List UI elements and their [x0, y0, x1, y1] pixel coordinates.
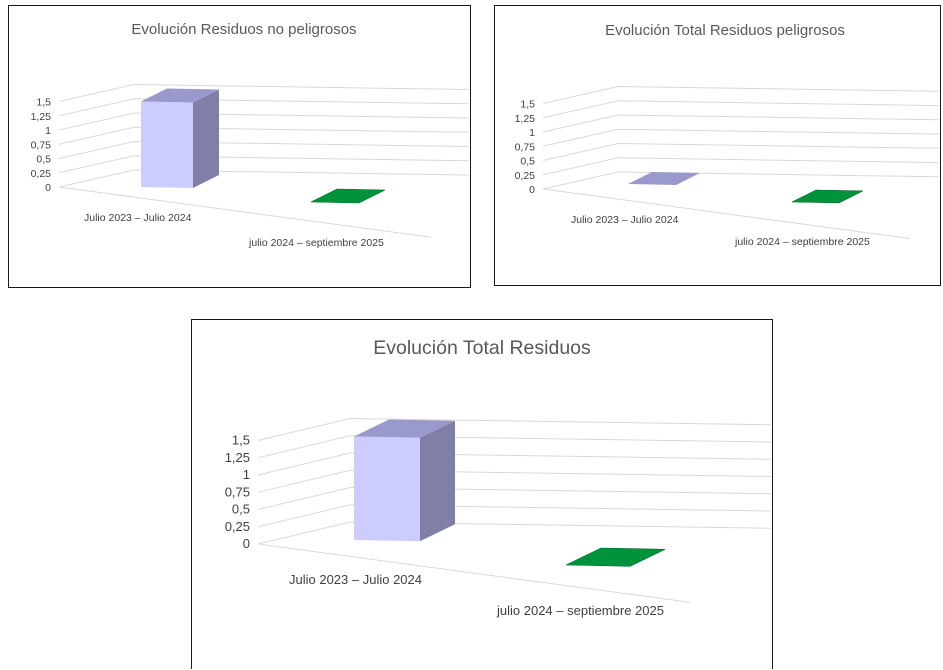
gridline: [542, 85, 939, 104]
chart-panel-peligrosos: Evolución Total Residuos peligrosos 0 0,25…: [494, 5, 941, 286]
x-category-label: Julio 2023 – Julio 2024: [571, 214, 679, 226]
y-tick-label: 0,25: [515, 170, 536, 182]
x-category-label: julio 2024 – septiembre 2025: [734, 236, 870, 248]
gridline: [257, 504, 771, 528]
chart-panel-no-peligrosos: Evolución Residuos no peligrosos 0 0,25 0,5…: [8, 5, 471, 288]
y-tick-label: 1: [45, 125, 51, 137]
y-tick-label: 0: [529, 184, 535, 196]
y-tick-label: 1,5: [520, 99, 535, 111]
gridline: [257, 469, 771, 493]
bar-front-1: [141, 101, 193, 188]
gridline: [58, 98, 469, 117]
y-tick-label: 0,75: [515, 141, 536, 153]
y-tick-label: 1,5: [232, 433, 250, 448]
bar-top-1: [354, 419, 455, 438]
bar-flat-2: [565, 547, 666, 567]
y-tick-label: 1,25: [515, 113, 536, 125]
chart-svg: Evolución Total Residuos peligrosos 0 0,25…: [515, 22, 939, 248]
bar-flat-1: [628, 172, 700, 185]
gridline: [58, 126, 469, 145]
gridline: [58, 155, 469, 174]
x-category-label: Julio 2023 – Julio 2024: [289, 572, 422, 587]
y-tick-label: 1,25: [225, 450, 250, 465]
gridline: [58, 169, 469, 188]
gridline: [58, 112, 469, 131]
x-category-label: julio 2024 – septiembre 2025: [496, 603, 664, 618]
chart-title: Evolución Residuos no peligrosos: [131, 21, 356, 38]
gridline: [257, 452, 771, 476]
chart-svg: Evolución Total Residuos 0 0,25 0,5 0,75 1 1,2…: [225, 337, 771, 618]
gridline: [257, 417, 771, 441]
floor-edge: [542, 188, 911, 240]
chart-svg: Evolución Residuos no peligrosos 0 0,25 0,5…: [31, 21, 469, 249]
y-tick-label: 0,5: [36, 154, 51, 166]
bar-flat-2: [791, 189, 864, 204]
gridline: [542, 171, 939, 190]
gridline: [542, 114, 939, 133]
chart-title: Evolución Total Residuos: [373, 337, 591, 359]
gridline: [58, 83, 469, 102]
y-tick-label: 0,5: [232, 502, 250, 517]
gridline: [542, 157, 939, 176]
gridline: [257, 521, 771, 545]
gridline: [257, 486, 771, 510]
y-tick-label: 0: [45, 182, 51, 194]
y-tick-label: 0,75: [225, 484, 250, 499]
floor-edge: [58, 186, 432, 238]
gridline: [542, 142, 939, 161]
y-tick-label: 0,25: [31, 168, 52, 180]
x-category-label: julio 2024 – septiembre 2025: [248, 237, 384, 249]
y-tick-label: 1: [243, 467, 250, 482]
chart-panel-total: Evolución Total Residuos 0 0,25 0,5 0,75 1 1,2…: [191, 319, 773, 669]
bar-flat-2: [310, 188, 386, 204]
y-tick-label: 1: [529, 127, 535, 139]
bar-side-1: [193, 89, 219, 188]
gridline: [542, 100, 939, 119]
y-tick-label: 0,75: [31, 139, 52, 151]
gridline: [257, 435, 771, 459]
bar-top-1: [141, 88, 219, 103]
gridline: [58, 140, 469, 159]
floor-edge: [257, 543, 691, 603]
gridline: [542, 128, 939, 147]
y-tick-label: 0: [243, 536, 250, 551]
y-tick-label: 0,25: [225, 519, 250, 534]
y-tick-label: 1,5: [36, 97, 51, 109]
bar-front-1: [354, 436, 420, 542]
y-tick-label: 1,25: [31, 111, 52, 123]
y-tick-label: 0,5: [520, 156, 535, 168]
chart-title: Evolución Total Residuos peligrosos: [605, 22, 845, 39]
x-category-label: Julio 2023 – Julio 2024: [84, 212, 192, 224]
bar-side-1: [420, 420, 455, 542]
